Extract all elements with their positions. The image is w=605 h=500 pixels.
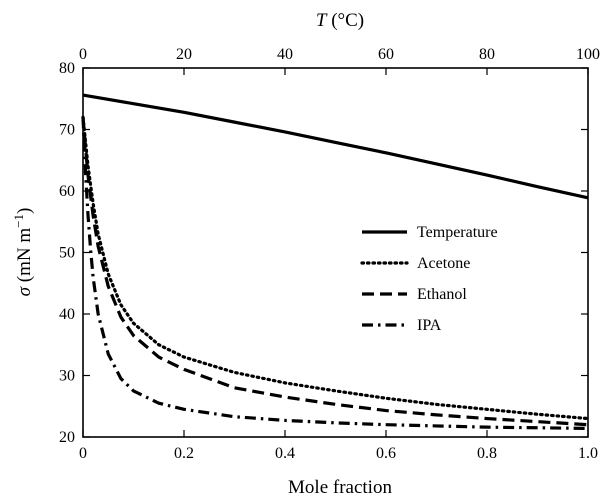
top-axis-unit: (°C)	[326, 10, 364, 31]
x2-tick-label: 0	[79, 46, 87, 63]
top-axis-title: T (°C)	[316, 10, 364, 31]
x2-tick-label: 20	[176, 46, 192, 63]
y-axis-unit-close: )	[14, 208, 35, 214]
legend: Temperature Acetone Ethanol IPA	[360, 224, 498, 334]
x-tick-label: 0.4	[275, 445, 295, 462]
series-lines	[81, 93, 590, 430]
axis-ticks: 0 0.2 0.4 0.6 0.8 1.00 20 40 60 80 100203040506070…	[59, 46, 600, 462]
x-tick-label: 0.8	[477, 445, 497, 462]
y-tick-label: 40	[59, 306, 75, 323]
series-line-ipa	[81, 117, 589, 430]
x2-tick-label: 80	[479, 46, 495, 63]
y-tick-label: 30	[59, 368, 75, 385]
x-tick-label: 0.6	[376, 445, 396, 462]
y-axis-title: σ (mN m−1)	[11, 208, 35, 297]
y-axis-symbol: σ	[14, 286, 35, 296]
y-axis-unit-open: (mN m	[14, 228, 35, 287]
x2-tick-label: 40	[277, 46, 293, 63]
x-tick-label: 1.0	[578, 445, 598, 462]
y-tick-label: 70	[59, 122, 75, 139]
x-tick-label: 0.2	[174, 445, 194, 462]
y-tick-label: 20	[59, 429, 75, 446]
y-tick-label: 50	[59, 245, 75, 262]
y-tick-label: 80	[59, 60, 75, 77]
series-line-acetone	[81, 115, 590, 421]
x2-tick-label: 60	[378, 46, 394, 63]
y-axis-unit-exponent: −1	[11, 214, 26, 228]
legend-label-ethanol: Ethanol	[417, 286, 467, 303]
x2-tick-label: 100	[576, 46, 600, 63]
legend-label-temperature: Temperature	[417, 224, 498, 241]
series-line-temperature	[82, 93, 589, 200]
legend-label-ipa: IPA	[417, 317, 442, 334]
legend-label-acetone: Acetone	[417, 255, 470, 272]
top-axis-symbol: T	[316, 10, 328, 31]
x-tick-label: 0	[79, 445, 87, 462]
series-line-ethanol	[81, 117, 589, 427]
bottom-axis-title: Mole fraction	[288, 477, 392, 498]
plot-frame	[82, 67, 589, 438]
y-tick-label: 60	[59, 183, 75, 200]
